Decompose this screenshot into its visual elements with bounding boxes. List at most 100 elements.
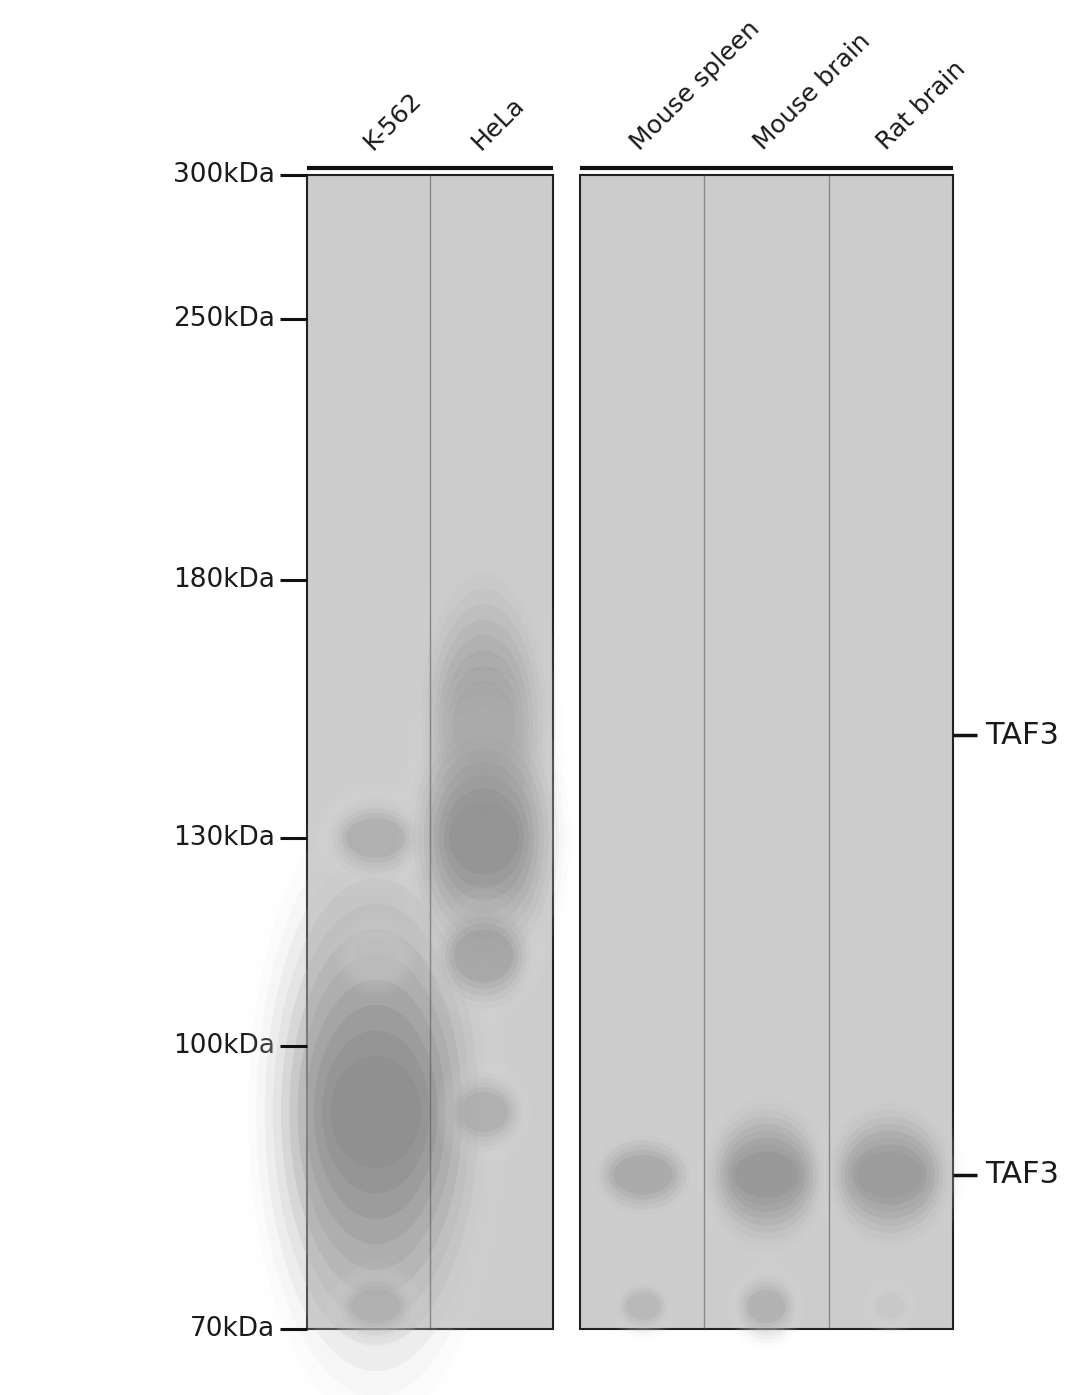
- Ellipse shape: [610, 1274, 676, 1339]
- Ellipse shape: [453, 681, 515, 767]
- Ellipse shape: [349, 930, 403, 981]
- Ellipse shape: [411, 541, 556, 907]
- Text: Mouse spleen: Mouse spleen: [626, 17, 765, 155]
- Ellipse shape: [816, 1083, 963, 1268]
- Ellipse shape: [739, 1278, 794, 1335]
- Ellipse shape: [865, 1279, 915, 1334]
- Ellipse shape: [351, 1290, 401, 1322]
- Ellipse shape: [429, 749, 539, 926]
- Ellipse shape: [744, 1286, 788, 1327]
- Ellipse shape: [735, 1274, 797, 1339]
- Ellipse shape: [704, 1096, 828, 1254]
- Ellipse shape: [297, 954, 454, 1269]
- Ellipse shape: [414, 710, 554, 967]
- Ellipse shape: [620, 1286, 665, 1327]
- Ellipse shape: [833, 1110, 947, 1240]
- Ellipse shape: [874, 1292, 906, 1321]
- Ellipse shape: [348, 1286, 404, 1327]
- Text: 70kDa: 70kDa: [190, 1315, 274, 1342]
- Ellipse shape: [265, 852, 487, 1371]
- Ellipse shape: [438, 776, 529, 901]
- Ellipse shape: [428, 890, 540, 1023]
- Text: TAF3: TAF3: [986, 1161, 1059, 1190]
- Ellipse shape: [399, 670, 569, 1006]
- Ellipse shape: [441, 910, 527, 1003]
- Ellipse shape: [443, 650, 525, 798]
- Ellipse shape: [451, 1083, 515, 1143]
- Ellipse shape: [856, 1151, 923, 1198]
- Text: 250kDa: 250kDa: [173, 307, 274, 332]
- Ellipse shape: [605, 1145, 681, 1204]
- Ellipse shape: [441, 1067, 527, 1156]
- Ellipse shape: [432, 897, 536, 1016]
- Ellipse shape: [342, 923, 409, 989]
- Text: 130kDa: 130kDa: [173, 824, 274, 851]
- Ellipse shape: [337, 808, 415, 868]
- Ellipse shape: [623, 1290, 663, 1322]
- Ellipse shape: [845, 1130, 935, 1219]
- Ellipse shape: [454, 929, 514, 982]
- Ellipse shape: [701, 1089, 832, 1261]
- Ellipse shape: [420, 573, 548, 876]
- Ellipse shape: [730, 1265, 802, 1348]
- Ellipse shape: [741, 1282, 792, 1331]
- Ellipse shape: [346, 928, 406, 985]
- Text: HeLa: HeLa: [467, 93, 529, 155]
- Ellipse shape: [727, 1137, 806, 1212]
- Ellipse shape: [591, 1130, 696, 1219]
- Ellipse shape: [343, 1282, 407, 1331]
- Ellipse shape: [697, 1083, 836, 1268]
- Ellipse shape: [330, 1056, 421, 1169]
- Ellipse shape: [434, 762, 534, 914]
- Ellipse shape: [837, 1117, 943, 1233]
- FancyBboxPatch shape: [307, 174, 553, 1328]
- Ellipse shape: [872, 1289, 908, 1324]
- Ellipse shape: [459, 1092, 509, 1131]
- Ellipse shape: [281, 904, 471, 1321]
- Ellipse shape: [273, 877, 478, 1346]
- Ellipse shape: [708, 1103, 824, 1247]
- Ellipse shape: [333, 804, 419, 873]
- Ellipse shape: [341, 813, 410, 862]
- FancyBboxPatch shape: [580, 174, 954, 1328]
- Ellipse shape: [724, 1130, 809, 1219]
- Ellipse shape: [322, 1031, 430, 1194]
- Ellipse shape: [716, 1117, 816, 1233]
- Ellipse shape: [876, 1295, 904, 1318]
- Ellipse shape: [625, 1293, 661, 1320]
- Ellipse shape: [448, 1077, 519, 1147]
- Ellipse shape: [416, 557, 552, 891]
- Ellipse shape: [444, 788, 524, 887]
- Ellipse shape: [306, 979, 446, 1244]
- Ellipse shape: [852, 1144, 927, 1205]
- Ellipse shape: [337, 1274, 415, 1339]
- Ellipse shape: [407, 526, 561, 922]
- Ellipse shape: [408, 696, 559, 979]
- Ellipse shape: [821, 1089, 959, 1261]
- Ellipse shape: [248, 802, 503, 1395]
- Ellipse shape: [257, 827, 495, 1395]
- Text: 180kDa: 180kDa: [173, 566, 274, 593]
- Ellipse shape: [609, 1149, 677, 1200]
- Ellipse shape: [849, 1137, 931, 1212]
- Ellipse shape: [824, 1096, 955, 1254]
- Ellipse shape: [289, 929, 462, 1295]
- Ellipse shape: [434, 619, 534, 830]
- Ellipse shape: [595, 1136, 690, 1215]
- Ellipse shape: [613, 1155, 673, 1194]
- Ellipse shape: [437, 1062, 530, 1162]
- Ellipse shape: [314, 1004, 437, 1219]
- Ellipse shape: [615, 1279, 671, 1332]
- Ellipse shape: [324, 794, 428, 883]
- Ellipse shape: [346, 817, 405, 858]
- Ellipse shape: [328, 798, 423, 877]
- Ellipse shape: [456, 1087, 512, 1137]
- Ellipse shape: [354, 939, 396, 972]
- Text: TAF3: TAF3: [986, 721, 1059, 749]
- Text: K-562: K-562: [359, 88, 426, 155]
- Ellipse shape: [449, 923, 518, 989]
- Ellipse shape: [329, 1265, 422, 1348]
- Ellipse shape: [333, 1269, 419, 1343]
- Ellipse shape: [719, 1124, 813, 1226]
- Ellipse shape: [340, 1278, 411, 1335]
